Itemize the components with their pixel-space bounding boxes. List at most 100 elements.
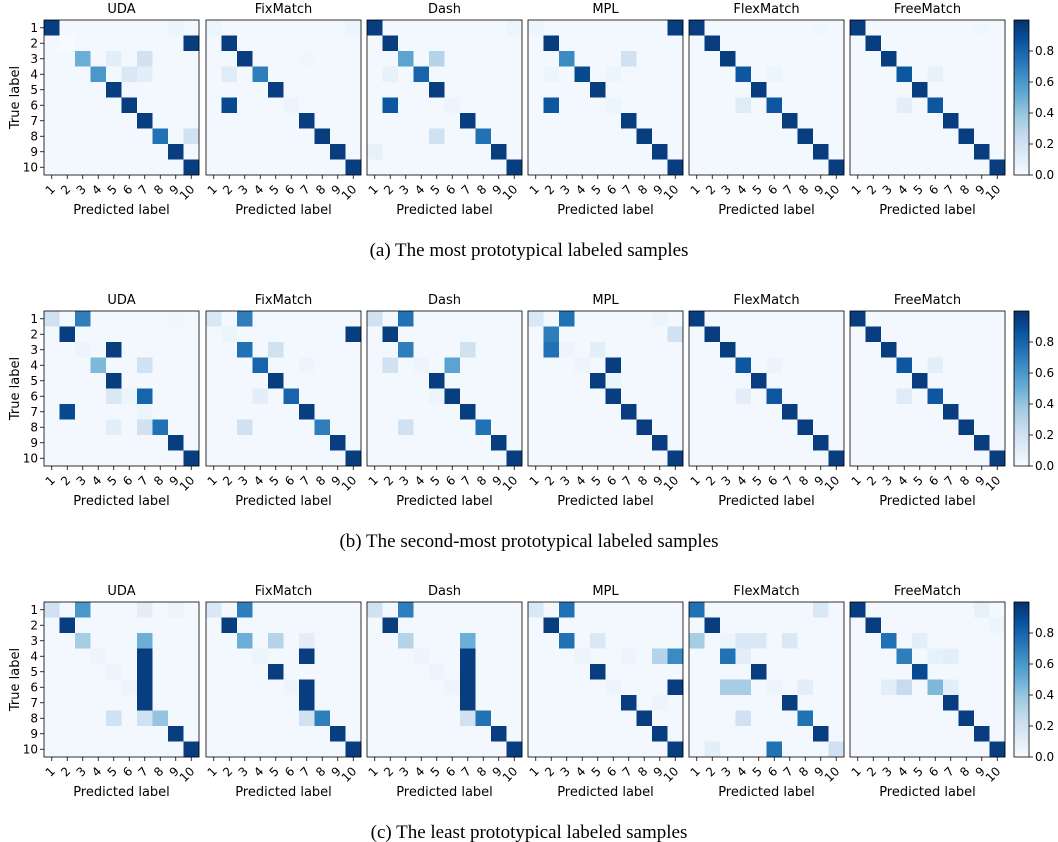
heatmap-cell bbox=[237, 159, 253, 176]
heatmap-cell bbox=[912, 20, 928, 36]
heatmap-cell bbox=[283, 326, 300, 343]
heatmap-cell bbox=[720, 404, 736, 420]
x-tick-label: 3 bbox=[397, 764, 412, 779]
heatmap-cell bbox=[367, 419, 383, 436]
heatmap-cell bbox=[766, 741, 783, 758]
heatmap-cell bbox=[974, 311, 990, 327]
x-tick-label: 6 bbox=[282, 473, 297, 488]
heatmap-cell bbox=[735, 404, 752, 420]
heatmap-cell bbox=[850, 311, 866, 327]
heatmap-cell bbox=[152, 419, 169, 436]
heatmap-cell bbox=[881, 311, 897, 327]
heatmap-cell bbox=[121, 695, 138, 711]
heatmap-cell bbox=[106, 404, 122, 420]
heatmap-cell bbox=[398, 602, 414, 618]
heatmap-cell bbox=[90, 679, 107, 696]
heatmap-cell bbox=[398, 664, 414, 680]
x-tick-label: 5 bbox=[750, 182, 765, 197]
heatmap-cell bbox=[881, 159, 897, 176]
heatmap-cell bbox=[896, 648, 913, 665]
heatmap-cell bbox=[621, 450, 637, 467]
heatmap-cell bbox=[528, 357, 544, 374]
heatmap-cell bbox=[559, 66, 575, 83]
heatmap-cell bbox=[299, 695, 315, 711]
heatmap-cell bbox=[751, 419, 767, 436]
heatmap-cell bbox=[735, 664, 752, 680]
heatmap-cell bbox=[958, 97, 975, 114]
heatmap-cell bbox=[252, 342, 269, 358]
heatmap-cell bbox=[168, 357, 184, 374]
heatmap-cell bbox=[283, 66, 300, 83]
heatmap-cell bbox=[137, 695, 153, 711]
heatmap-cell bbox=[444, 450, 461, 467]
heatmap-cell bbox=[896, 435, 913, 451]
x-tick-label: 5 bbox=[911, 473, 926, 488]
y-tick-label: 8 bbox=[30, 129, 38, 143]
heatmap-cell bbox=[429, 373, 445, 389]
heatmap-cell bbox=[283, 342, 300, 358]
heatmap-cell bbox=[314, 128, 331, 145]
heatmap-cell bbox=[44, 144, 60, 160]
heatmap-cell bbox=[850, 435, 866, 451]
heatmap-cell bbox=[382, 373, 399, 389]
heatmap-cell bbox=[283, 35, 300, 52]
heatmap-cell bbox=[382, 710, 399, 727]
heatmap-cell bbox=[704, 664, 721, 680]
heatmap-cell bbox=[75, 373, 91, 389]
heatmap-cell bbox=[90, 97, 107, 114]
heatmap-cell bbox=[636, 633, 653, 649]
heatmap-cell bbox=[44, 435, 60, 451]
heatmap-cell bbox=[927, 633, 944, 649]
heatmap-cell bbox=[896, 357, 913, 374]
heatmap-cell bbox=[137, 617, 153, 634]
heatmap-cell bbox=[413, 113, 430, 129]
heatmap-cell bbox=[59, 97, 76, 114]
x-axis-label: Predicted label bbox=[718, 494, 815, 509]
heatmap-cell bbox=[137, 373, 153, 389]
heatmap-cell bbox=[183, 741, 200, 758]
colorbar-tick-label: 0.8 bbox=[1035, 626, 1054, 640]
heatmap-cell bbox=[865, 66, 882, 83]
heatmap-cell bbox=[543, 648, 560, 665]
heatmap-cell bbox=[574, 450, 591, 467]
heatmap-cell bbox=[943, 741, 959, 758]
heatmap-cell bbox=[621, 617, 637, 634]
heatmap-cell bbox=[299, 82, 315, 98]
heatmap-cell bbox=[974, 128, 990, 145]
heatmap-cell bbox=[828, 373, 845, 389]
heatmap-cell bbox=[896, 342, 913, 358]
heatmap-cell bbox=[460, 633, 476, 649]
heatmap-cell bbox=[330, 710, 346, 727]
heatmap-cell bbox=[574, 602, 591, 618]
heatmap-cell bbox=[59, 602, 76, 618]
heatmap-cell bbox=[927, 35, 944, 52]
heatmap-cell bbox=[813, 419, 829, 436]
y-tick-label: 3 bbox=[30, 634, 38, 648]
heatmap-cell bbox=[429, 311, 445, 327]
heatmap-cell bbox=[299, 20, 315, 36]
heatmap-cell bbox=[330, 159, 346, 176]
heatmap-cell bbox=[989, 66, 1006, 83]
heatmap-cell bbox=[652, 679, 668, 696]
heatmap-cell bbox=[528, 404, 544, 420]
heatmap-cell bbox=[850, 144, 866, 160]
heatmap-cell bbox=[782, 633, 798, 649]
heatmap-cell bbox=[268, 633, 284, 649]
heatmap-cell bbox=[367, 435, 383, 451]
heatmap-cell bbox=[766, 633, 783, 649]
heatmap-cell bbox=[444, 435, 461, 451]
heatmap-cell bbox=[782, 679, 798, 696]
heatmap-cell bbox=[491, 602, 507, 618]
heatmap-cell bbox=[252, 710, 269, 727]
heatmap-cell bbox=[766, 66, 783, 83]
heatmap-cell bbox=[59, 342, 76, 358]
heatmap-cell bbox=[896, 741, 913, 758]
heatmap-cell bbox=[382, 741, 399, 758]
heatmap-cell bbox=[152, 51, 169, 67]
heatmap-cell bbox=[912, 51, 928, 67]
heatmap-cell bbox=[574, 159, 591, 176]
heatmap-cell bbox=[429, 404, 445, 420]
heatmap-cell bbox=[398, 342, 414, 358]
heatmap-cell bbox=[90, 388, 107, 405]
